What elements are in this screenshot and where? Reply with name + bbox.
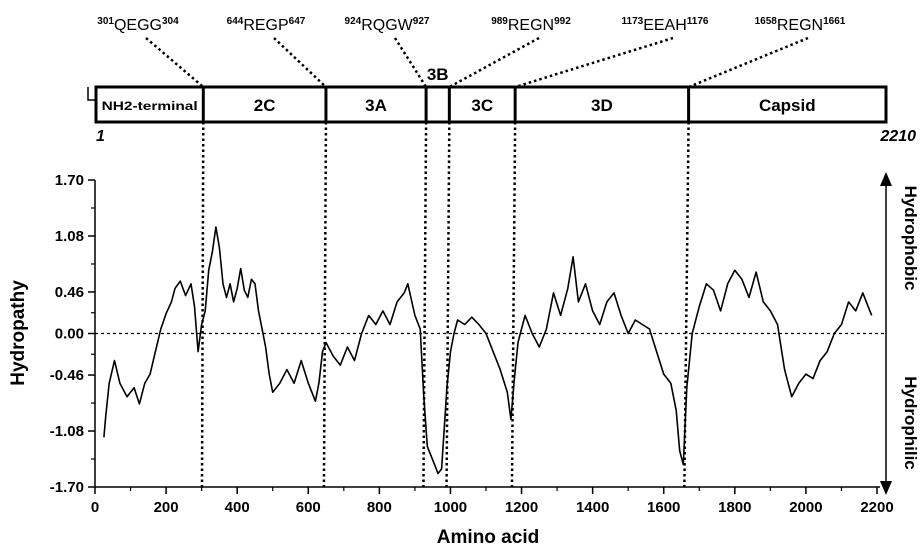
cleavage-site-annotations: 301QEGG304 644REGP647 924RQGW927 989REGN992… — [97, 16, 846, 89]
x-tick-label: 1400 — [576, 499, 609, 516]
plot-body — [95, 121, 884, 488]
map-end-label: 2210 — [879, 128, 916, 145]
x-axis-title: Amino acid — [437, 527, 539, 548]
site-end-number: 1176 — [687, 16, 709, 27]
site-sequence: QEGG — [114, 17, 162, 34]
cleavage-site: 644REGP647 — [227, 16, 327, 88]
segment-label: NH2-terminal — [102, 99, 198, 113]
y-tick-label: 0.00 — [55, 326, 84, 343]
site-connector-line — [514, 36, 674, 89]
cleavage-dotted-line — [422, 121, 428, 488]
site-sequence: EEAH — [643, 17, 687, 34]
segment-labels: NH2-terminal 2C 3A 3B 3C 3D Capsid — [102, 65, 816, 115]
cleavage-site: 1658REGN1661 — [688, 16, 846, 89]
y-tick-label: 1.70 — [55, 172, 84, 189]
x-tick-label: 600 — [296, 499, 321, 516]
y-tick-label: -1.70 — [50, 479, 84, 496]
cleavage-site: 301QEGG304 — [97, 16, 205, 88]
site-connector-line — [448, 36, 540, 89]
site-start-number: 301 — [97, 16, 114, 27]
x-ticks: 0 200 400 600 800 1000 1200 1400 1600 1800 2000 220… — [91, 487, 894, 516]
site-sequence: REGN — [508, 17, 554, 34]
x-tick-label: 1600 — [647, 499, 680, 516]
cleavage-site-label: 1173EEAH1176 — [622, 16, 709, 34]
hydrophilic-label: Hydrophilic — [901, 376, 920, 470]
x-tick-label: 0 — [91, 499, 99, 516]
site-connector-line — [145, 37, 205, 88]
site-end-number: 992 — [554, 16, 571, 27]
cleavage-site-label: 644REGP647 — [227, 16, 306, 34]
y-axis-title: Hydropathy — [8, 280, 29, 386]
cleavage-site: 924RQGW927 — [345, 16, 430, 88]
genome-map: NH2-terminal 2C 3A 3B 3C 3D Capsid 1 2210 — [87, 65, 916, 145]
x-tick-label: 200 — [154, 499, 179, 516]
site-connector-line — [273, 37, 327, 88]
arrow-up-icon — [880, 172, 892, 186]
x-tick-label: 800 — [367, 499, 392, 516]
x-tick-label: 1000 — [434, 499, 467, 516]
genome-map-box — [94, 85, 888, 124]
hydrophobic-label: Hydrophobic — [901, 186, 920, 291]
site-end-number: 647 — [289, 16, 306, 27]
y-tick-label: 1.08 — [55, 228, 84, 245]
hydro-scale: Hydrophobic Hydrophilic — [880, 172, 920, 495]
y-ticks: 1.70 1.08 0.46 0.00 -0.46 -1.08 -1.70 — [50, 172, 95, 496]
x-tick-label: 2000 — [789, 499, 822, 516]
x-tick-label: 1800 — [718, 499, 751, 516]
cleavage-site-label: 924RQGW927 — [345, 16, 430, 34]
cleavage-dotted-line — [200, 121, 205, 488]
arrow-down-icon — [880, 481, 892, 495]
y-tick-label: -1.08 — [50, 423, 84, 440]
site-end-number: 304 — [162, 16, 179, 27]
site-start-number: 644 — [227, 16, 244, 27]
segment-dividers — [201, 87, 691, 122]
segment-label: 3B — [427, 65, 449, 84]
cleavage-dotted-line — [445, 121, 451, 488]
segment-label: 3A — [365, 96, 387, 115]
site-end-number: 1661 — [823, 16, 846, 27]
x-tick-label: 1200 — [505, 499, 538, 516]
x-tick-label: 2200 — [860, 499, 893, 516]
cleavage-site-label: 1658REGN1661 — [755, 16, 846, 34]
site-start-number: 989 — [491, 16, 508, 27]
cleavage-dotted-line — [322, 121, 328, 488]
map-start-label: 1 — [96, 128, 105, 145]
segment-label: 3C — [471, 96, 493, 115]
y-tick-label: -0.46 — [50, 367, 84, 384]
site-sequence: REGP — [243, 17, 288, 34]
segment-label: 3D — [591, 96, 613, 115]
map-bracket — [87, 87, 96, 101]
site-start-number: 1658 — [755, 16, 778, 27]
site-sequence: REGN — [777, 17, 823, 34]
segment-label: Capsid — [759, 96, 816, 115]
x-tick-label: 400 — [225, 499, 250, 516]
y-tick-label: 0.46 — [55, 284, 84, 301]
cleavage-site: 989REGN992 — [448, 16, 571, 89]
segment-label: 2C — [254, 96, 276, 115]
site-start-number: 1173 — [622, 16, 644, 27]
site-end-number: 927 — [413, 16, 430, 27]
plot-axes: 1.70 1.08 0.46 0.00 -0.46 -1.08 -1.70 0 200 400 6… — [8, 172, 894, 548]
site-sequence: RQGW — [361, 17, 413, 34]
site-connector-line — [688, 36, 809, 89]
cleavage-dotted-line — [510, 121, 517, 488]
hydropathy-series-line — [103, 226, 873, 475]
cleavage-site-label: 989REGN992 — [491, 16, 571, 34]
cleavage-site: 1173EEAH1176 — [514, 16, 709, 89]
site-start-number: 924 — [345, 16, 362, 27]
cleavage-site-label: 301QEGG304 — [97, 16, 179, 34]
site-connector-line — [393, 37, 428, 88]
